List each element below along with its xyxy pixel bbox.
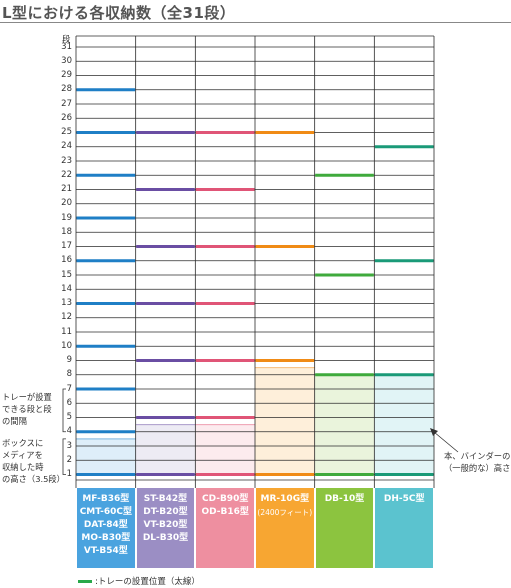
legend-text: :トレーの設置位置（太線） bbox=[95, 577, 200, 587]
model-label: DL-B30型 bbox=[142, 533, 189, 543]
title-underline bbox=[0, 22, 511, 23]
legend-swatch bbox=[78, 580, 92, 583]
level-label: 27 bbox=[61, 98, 72, 109]
level-label: 26 bbox=[61, 112, 72, 123]
bracket-media-height bbox=[62, 438, 66, 475]
level-label: 28 bbox=[61, 84, 72, 95]
model-label: CMT-60C型 bbox=[79, 507, 132, 517]
level-label: 30 bbox=[61, 55, 72, 66]
column-footer-mf: MF-B36型 CMT-60C型 DAT-84型 MO-B30型 VT-B54型 bbox=[77, 488, 135, 568]
level-label: 14 bbox=[61, 283, 72, 294]
level-label: 5 bbox=[66, 412, 72, 422]
level-label: 12 bbox=[61, 312, 72, 323]
media-band-dh bbox=[374, 374, 434, 475]
level-label: 21 bbox=[61, 184, 72, 194]
model-label: MF-B36型 bbox=[82, 494, 130, 504]
level-label: 11 bbox=[61, 326, 72, 337]
model-label: DB-10型 bbox=[324, 494, 365, 504]
level-label: 6 bbox=[66, 397, 72, 408]
level-label: 24 bbox=[61, 141, 72, 152]
legend: :トレーの設置位置（太線） bbox=[78, 575, 200, 587]
level-label: 16 bbox=[61, 255, 72, 266]
level-label: 23 bbox=[61, 155, 72, 166]
level-label: 1 bbox=[66, 469, 72, 479]
note-binder-height: 本、バインダーの （一般的な）高さ bbox=[444, 451, 511, 473]
model-label: OD-B16型 bbox=[201, 507, 249, 517]
level-label: 20 bbox=[61, 198, 72, 209]
model-label: MR-10G型 bbox=[260, 494, 310, 504]
note-tray-interval: トレーが設置 できる段と段 の間隔 bbox=[2, 392, 52, 426]
binder-pointer-line bbox=[433, 431, 459, 453]
level-label: 31 bbox=[61, 41, 72, 52]
level-label: 17 bbox=[61, 241, 72, 251]
media-band-db bbox=[314, 374, 375, 475]
level-label: 13 bbox=[61, 298, 72, 308]
model-label: VT-B54型 bbox=[83, 546, 128, 556]
model-label: DAT-84型 bbox=[83, 520, 128, 530]
model-label: DT-B20型 bbox=[143, 507, 188, 517]
level-label: 18 bbox=[61, 226, 72, 237]
model-label: ST-B42型 bbox=[143, 494, 188, 504]
column-footer-db: DB-10型 bbox=[315, 488, 374, 568]
model-label: DH-5C型 bbox=[383, 494, 425, 504]
page-title: L型における各収納数（全31段） bbox=[2, 4, 236, 22]
model-label: CD-B90型 bbox=[201, 494, 249, 504]
level-label: 19 bbox=[61, 212, 72, 223]
level-label: 9 bbox=[66, 355, 72, 365]
note-media-height: ボックスに メディアを 収納した時 の高さ（3.5段） bbox=[2, 438, 65, 484]
media-band-st bbox=[135, 424, 196, 475]
model-label: (2400フィート) bbox=[257, 508, 313, 517]
column-footer-mr: MR-10G型 (2400フィート) bbox=[256, 488, 314, 568]
column-footer-dh: DH-5C型 bbox=[375, 488, 433, 568]
level-label: 4 bbox=[66, 426, 72, 437]
level-label: 22 bbox=[61, 169, 72, 180]
axis-top-label: 段 bbox=[62, 35, 71, 45]
level-label: 8 bbox=[66, 369, 72, 380]
level-label: 29 bbox=[61, 70, 72, 80]
media-band-cd bbox=[195, 424, 255, 475]
column-footer-cd: CD-B90型 OD-B16型 bbox=[196, 488, 254, 568]
model-label: VT-B20型 bbox=[143, 520, 188, 530]
level-label: 2 bbox=[66, 454, 72, 465]
level-label: 15 bbox=[61, 269, 72, 280]
bracket-tray-interval bbox=[62, 388, 66, 433]
model-label: MO-B30型 bbox=[81, 533, 131, 543]
binder-pointer-arrow-icon bbox=[430, 428, 438, 436]
column-footer-st: ST-B42型 DT-B20型 VT-B20型 DL-B30型 bbox=[136, 488, 195, 568]
level-label: 25 bbox=[61, 127, 72, 137]
level-label: 3 bbox=[66, 440, 72, 451]
media-band-mr bbox=[255, 367, 315, 475]
media-band-mf bbox=[76, 438, 136, 475]
level-label: 10 bbox=[61, 340, 72, 351]
level-label: 7 bbox=[66, 383, 72, 394]
